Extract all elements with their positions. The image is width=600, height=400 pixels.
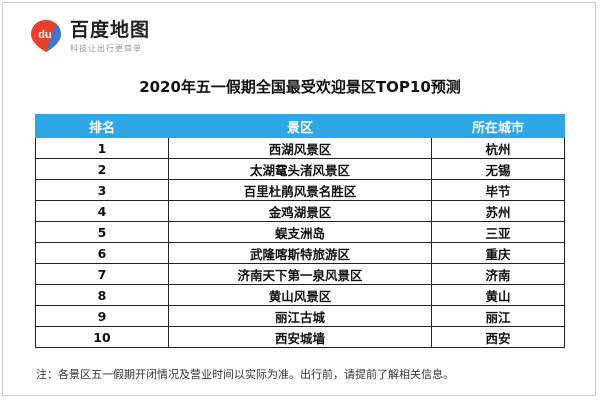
cell-city: 重庆 [431, 242, 565, 264]
cell-rank: 7 [35, 263, 169, 285]
cell-rank: 9 [35, 305, 169, 327]
cell-scenic-area: 太湖鼋头渚风景区 [168, 158, 432, 180]
page-title: 2020年五一假期全国最受欢迎景区TOP10预测 [139, 78, 461, 96]
cell-rank: 5 [35, 221, 169, 243]
table-header-row: 排名 景区 所在城市 [35, 114, 565, 138]
header-scenic-area: 景区 [168, 114, 432, 138]
cell-city: 苏州 [431, 200, 565, 222]
cell-city: 毕节 [431, 179, 565, 201]
table-row: 2 太湖鼋头渚风景区 无锡 [35, 158, 565, 180]
table-row: 1 西湖风景区 杭州 [35, 137, 565, 159]
table-row: 8 黄山风景区 黄山 [35, 284, 565, 306]
cell-city: 无锡 [431, 158, 565, 180]
cell-scenic-area: 西安城墙 [168, 326, 432, 348]
cell-rank: 8 [35, 284, 169, 306]
table-row: 3 百里杜鹃风景名胜区 毕节 [35, 179, 565, 201]
cell-scenic-area: 金鸡湖景区 [168, 200, 432, 222]
cell-rank: 4 [35, 200, 169, 222]
cell-city: 济南 [431, 263, 565, 285]
header-rank: 排名 [35, 114, 169, 138]
header-city: 所在城市 [431, 114, 565, 138]
table-row: 6 武隆喀斯特旅游区 重庆 [35, 242, 565, 264]
cell-scenic-area: 蜈支洲岛 [168, 221, 432, 243]
table-row: 7 济南天下第一泉风景区 济南 [35, 263, 565, 285]
table-row: 10 西安城墙 西安 [35, 326, 565, 348]
cell-rank: 10 [35, 326, 169, 348]
cell-rank: 3 [35, 179, 169, 201]
cell-scenic-area: 济南天下第一泉风景区 [168, 263, 432, 285]
cell-city: 杭州 [431, 137, 565, 159]
map-pin-icon: du [28, 18, 64, 54]
cell-scenic-area: 黄山风景区 [168, 284, 432, 306]
cell-rank: 6 [35, 242, 169, 264]
cell-city: 三亚 [431, 221, 565, 243]
image-frame [2, 2, 596, 396]
cell-scenic-area: 武隆喀斯特旅游区 [168, 242, 432, 264]
cell-rank: 2 [35, 158, 169, 180]
cell-city: 西安 [431, 326, 565, 348]
cell-rank: 1 [35, 137, 169, 159]
logo-name: 百度地图 [70, 18, 151, 41]
logo-slogan: 科技让出行更简单 [70, 43, 142, 53]
cell-scenic-area: 西湖风景区 [168, 137, 432, 159]
cell-scenic-area: 百里杜鹃风景名胜区 [168, 179, 432, 201]
footnote: 注：各景区五一假期开闭情况及营业时间以实际为准。出行前，请提前了解相关信息。 [36, 368, 454, 381]
table-row: 4 金鸡湖景区 苏州 [35, 200, 565, 222]
ranking-table: 排名 景区 所在城市 1 西湖风景区 杭州 2 太湖鼋头渚风景区 无锡 3 百里… [35, 114, 565, 348]
cell-city: 黄山 [431, 284, 565, 306]
table-row: 9 丽江古城 丽江 [35, 305, 565, 327]
logo-mark: du [38, 29, 51, 41]
cell-scenic-area: 丽江古城 [168, 305, 432, 327]
cell-city: 丽江 [431, 305, 565, 327]
baidu-map-logo: du 百度地图 科技让出行更简单 [28, 18, 150, 54]
table-row: 5 蜈支洲岛 三亚 [35, 221, 565, 243]
